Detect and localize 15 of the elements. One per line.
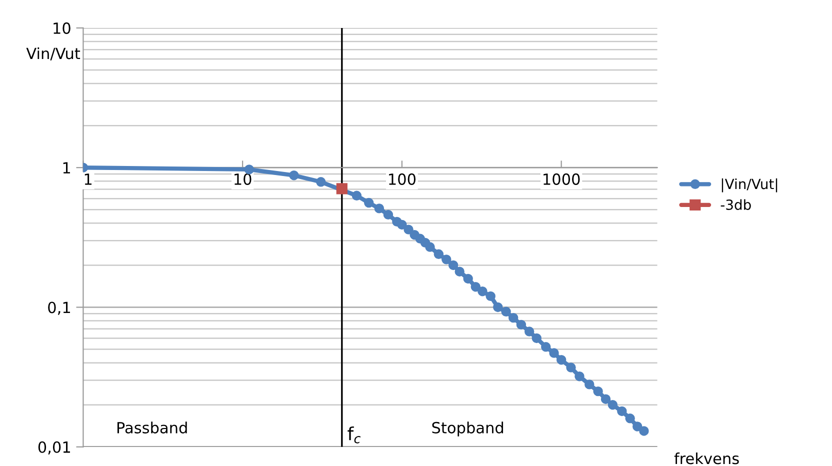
legend-label: |Vin/Vut| <box>722 178 778 192</box>
y-tick-label: 1 <box>63 162 70 174</box>
ref-line-label: f$_{c}$ <box>348 426 361 444</box>
x-tick-label: 100 <box>389 173 416 185</box>
x-axis-title: frekvens <box>674 452 739 464</box>
x-tick-label: 1000 <box>544 173 580 185</box>
annotation: Passband <box>117 422 187 434</box>
annotation: Stopband <box>432 422 504 436</box>
y-tick-label: 0,1 <box>48 302 70 315</box>
legend-label: -3db <box>720 199 751 210</box>
y-axis-title: Vin/Vut <box>26 47 80 60</box>
x-tick-label: 10 <box>234 173 252 185</box>
x-tick-label: 1 <box>84 174 92 185</box>
y-tick-label: 0,01 <box>38 441 70 454</box>
y-tick-label: 10 <box>54 22 70 34</box>
